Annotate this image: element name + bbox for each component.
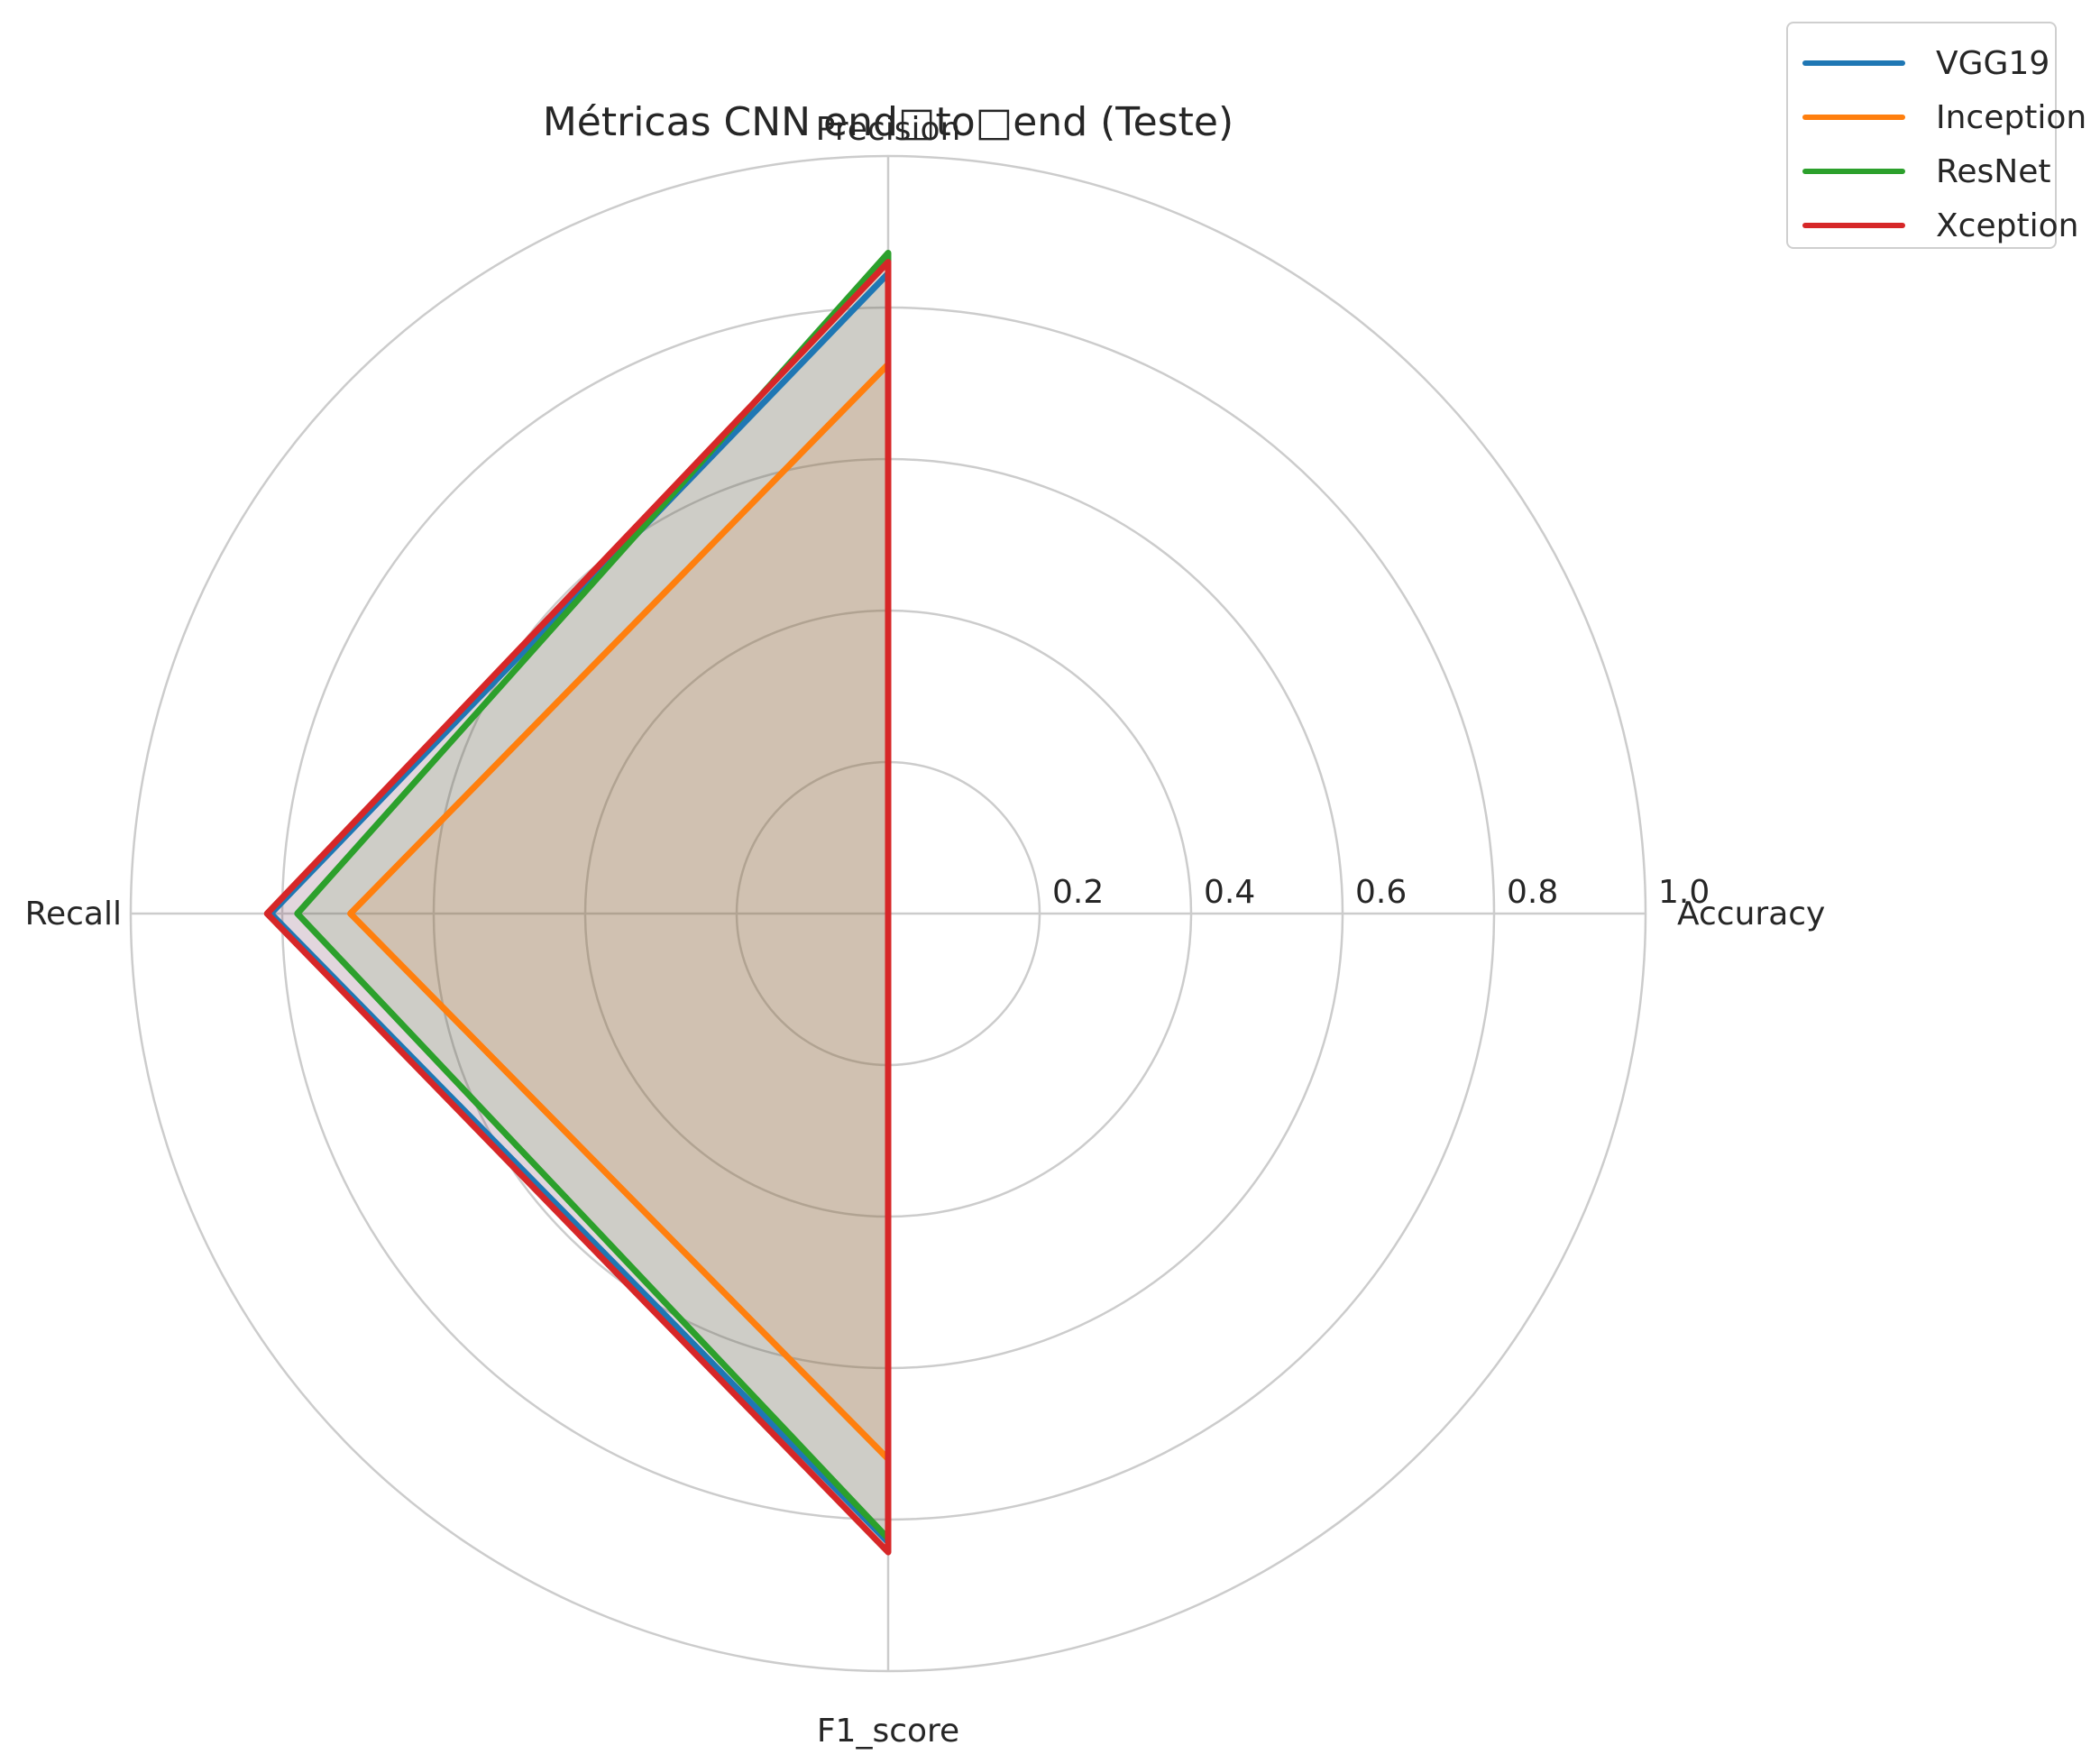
legend-item-inception: Inception: [1802, 90, 2086, 144]
legend-item-xception: Xception: [1802, 198, 2078, 253]
radial-tick-label: 0.8: [1507, 874, 1558, 911]
series-fill: [350, 364, 889, 1459]
axis-label: F1_score: [817, 1713, 959, 1750]
radial-tick-label: 0.2: [1052, 874, 1104, 911]
legend-swatch: [1802, 115, 1905, 120]
series-fill: [271, 273, 888, 1543]
legend-swatch: [1802, 60, 1905, 66]
series-fill: [297, 253, 888, 1539]
legend-swatch: [1802, 223, 1905, 228]
axis-label: Precision: [816, 111, 961, 148]
legend-label: VGG19: [1936, 44, 2050, 82]
radial-tick-label: 0.6: [1355, 874, 1407, 911]
axis-label: Accuracy: [1677, 896, 1825, 933]
series-lines: [263, 250, 892, 1556]
legend: VGG19 Inception ResNet Xception: [1786, 22, 2086, 249]
radial-tick-label: 1.0: [1658, 874, 1710, 911]
series-line: [263, 259, 892, 1556]
legend-item-vgg19: VGG19: [1802, 36, 2050, 90]
legend-swatch: [1802, 169, 1905, 174]
legend-label: ResNet: [1936, 152, 2051, 190]
chart-title: Métricas CNN end□to□end (Teste): [543, 99, 1233, 145]
legend-label: Xception: [1936, 207, 2079, 244]
radial-tick-label: 0.4: [1204, 874, 1255, 911]
series-fills: [267, 253, 889, 1553]
series-fill: [267, 262, 888, 1553]
axis-label: Recall: [25, 896, 122, 933]
legend-item-resnet: ResNet: [1802, 144, 2051, 198]
legend-label: Inception: [1936, 98, 2087, 136]
